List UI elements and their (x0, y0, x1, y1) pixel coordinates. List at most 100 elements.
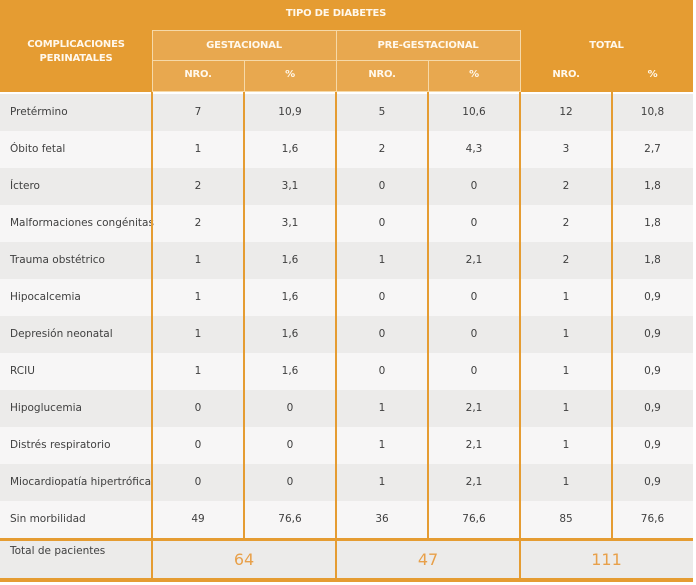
gestacional-pct-header: % (285, 69, 295, 80)
total-nro: 1 (562, 439, 570, 451)
pregestacional-pct: 0 (470, 365, 478, 377)
complication-label: Depresión neonatal (10, 328, 113, 340)
pregestacional-nro: 0 (378, 217, 386, 229)
row-header: COMPLICACIONES PERINATALES (27, 39, 125, 64)
pregestacional-nro-header: NRO. (368, 69, 396, 80)
column-divider (243, 92, 245, 540)
pregestacional-pct: 2,1 (465, 254, 483, 266)
gestacional-pct: 10,9 (278, 106, 302, 118)
complication-label: Malformaciones congénitas (10, 217, 154, 229)
column-divider (519, 92, 521, 540)
total-gestacional: 64 (233, 550, 255, 569)
column-divider (335, 92, 337, 540)
pregestacional-nro: 1 (378, 254, 386, 266)
total-nro: 12 (559, 106, 573, 118)
complication-label: Óbito fetal (10, 143, 66, 155)
column-divider (519, 541, 521, 579)
total-nro: 2 (562, 180, 570, 192)
total-all: 111 (591, 550, 622, 569)
pregestacional-pct: 0 (470, 291, 478, 303)
gestacional-pct: 1,6 (281, 143, 299, 155)
total-pct: 0,9 (644, 365, 661, 377)
gestacional-pct: 1,6 (281, 365, 299, 377)
total-pct: 10,8 (640, 106, 665, 118)
total-nro: 1 (562, 291, 570, 303)
gestacional-nro: 0 (194, 476, 202, 488)
gestacional-pct: 1,6 (281, 328, 299, 340)
total-pct: 2,7 (644, 143, 661, 155)
gestacional-pct: 3,1 (281, 180, 299, 192)
complication-label: Pretérmino (10, 106, 68, 118)
gestacional-label: GESTACIONAL (206, 40, 282, 51)
gestacional-nro: 1 (194, 143, 202, 155)
total-nro: 85 (559, 513, 573, 525)
pregestacional-pct: 4,3 (465, 143, 483, 155)
table-row: Depresión neonatal 1 1,6 0 0 1 0,9 (0, 316, 693, 353)
divider (244, 60, 245, 92)
pregestacional-pct: 2,1 (465, 439, 483, 451)
gestacional-nro: 7 (194, 106, 202, 118)
pregestacional-pct: 2,1 (465, 402, 483, 414)
total-pct: 0,9 (644, 328, 661, 340)
total-nro: 1 (562, 476, 570, 488)
pregestacional-nro: 0 (378, 291, 386, 303)
gestacional-nro: 0 (194, 402, 202, 414)
total-nro: 1 (562, 328, 570, 340)
table-row: Sin morbilidad 49 76,6 36 76,6 85 76,6 (0, 501, 693, 538)
gestacional-pct: 0 (286, 439, 294, 451)
complication-label: Hipoglucemia (10, 402, 82, 414)
pregestacional-nro: 5 (378, 106, 386, 118)
total-row-label: Total de pacientes (10, 545, 106, 557)
gestacional-nro: 1 (194, 291, 202, 303)
pregestacional-nro: 1 (378, 476, 386, 488)
pregestacional-nro: 0 (378, 328, 386, 340)
divider (428, 60, 429, 92)
pregestacional-pct: 2,1 (465, 476, 483, 488)
column-divider (151, 541, 153, 579)
sub-header-divider (152, 60, 521, 61)
pregestacional-label: PRE-GESTACIONAL (377, 40, 479, 51)
gestacional-nro: 49 (191, 513, 205, 525)
pregestacional-pct: 76,6 (462, 513, 486, 525)
group-title: TIPO DE DIABETES (285, 8, 387, 19)
table-row: Pretérmino 7 10,9 5 10,6 12 10,8 (0, 94, 693, 131)
complication-label: Sin morbilidad (10, 513, 86, 525)
gestacional-nro-header: NRO. (184, 69, 212, 80)
total-label: TOTAL (589, 40, 624, 51)
total-pct: 0,9 (644, 476, 661, 488)
total-pct: 1,8 (644, 180, 661, 192)
gestacional-pct: 0 (286, 476, 294, 488)
total-row (0, 541, 693, 578)
total-nro-header: NRO. (552, 69, 580, 80)
table-row: Miocardiopatía hipertrófica 0 0 1 2,1 1 0,9 (0, 464, 693, 501)
column-divider (427, 92, 429, 540)
total-row-bottom-border (0, 578, 693, 582)
total-pct: 0,9 (644, 439, 661, 451)
gestacional-pct: 76,6 (278, 513, 302, 525)
total-nro: 2 (562, 254, 570, 266)
complication-label: RCIU (10, 365, 35, 377)
total-pct-header: % (647, 69, 658, 80)
table-row: Hipocalcemia 1 1,6 0 0 1 0,9 (0, 279, 693, 316)
pregestacional-nro: 1 (378, 439, 386, 451)
table-row: Distrés respiratorio 0 0 1 2,1 1 0,9 (0, 427, 693, 464)
complication-label: Hipocalcemia (10, 291, 81, 303)
total-pct: 1,8 (644, 254, 661, 266)
total-nro: 1 (562, 365, 570, 377)
table-row: RCIU 1 1,6 0 0 1 0,9 (0, 353, 693, 390)
gestacional-nro: 2 (194, 180, 202, 192)
pregestacional-nro: 0 (378, 365, 386, 377)
complication-label: Miocardiopatía hipertrófica (10, 476, 152, 488)
pregestacional-pct: 0 (470, 328, 478, 340)
complication-label: Trauma obstétrico (10, 254, 105, 266)
pregestacional-nro: 0 (378, 180, 386, 192)
total-pct: 1,8 (644, 217, 661, 229)
gestacional-pct: 1,6 (281, 254, 299, 266)
table-row: Óbito fetal 1 1,6 2 4,3 3 2,7 (0, 131, 693, 168)
pregestacional-pct: 10,6 (462, 106, 486, 118)
gestacional-pct: 1,6 (281, 291, 299, 303)
total-nro: 2 (562, 217, 570, 229)
total-pct: 0,9 (644, 291, 661, 303)
total-pregestacional: 47 (417, 550, 439, 569)
gestacional-nro: 1 (194, 328, 202, 340)
